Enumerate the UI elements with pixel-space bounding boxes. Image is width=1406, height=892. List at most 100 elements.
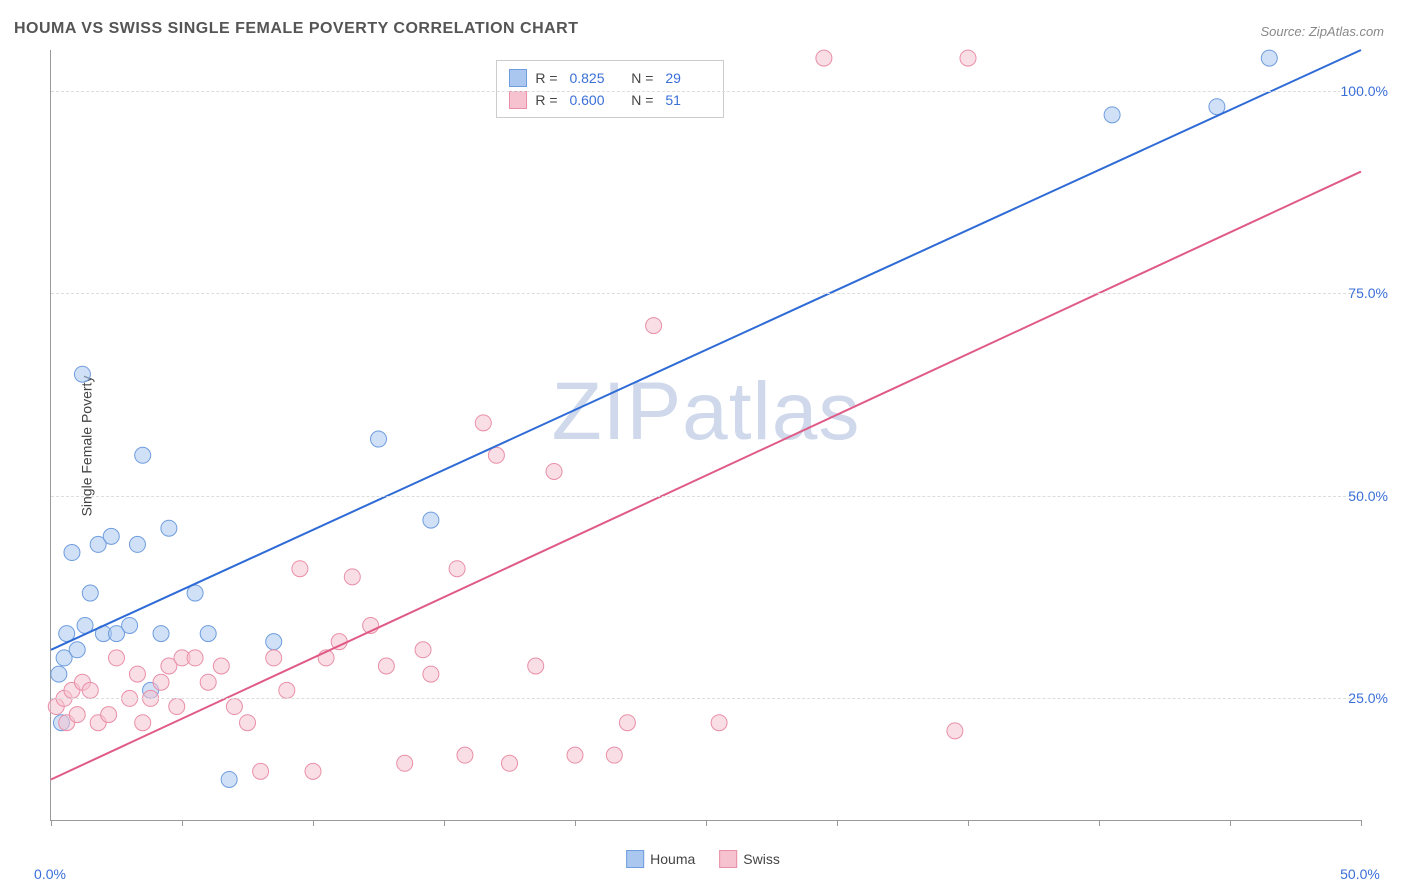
- data-point: [266, 634, 282, 650]
- legend-series-label: Swiss: [743, 851, 780, 867]
- data-point: [74, 366, 90, 382]
- x-tick: [968, 820, 969, 826]
- grid-line: [51, 91, 1361, 92]
- data-point: [226, 699, 242, 715]
- data-point: [266, 650, 282, 666]
- legend-series: Houma Swiss: [626, 850, 780, 868]
- legend-r-value: 0.825: [569, 67, 615, 89]
- data-point: [475, 415, 491, 431]
- data-point: [69, 707, 85, 723]
- x-tick: [182, 820, 183, 826]
- legend-r-label: R =: [535, 67, 561, 89]
- legend-r-label: R =: [535, 89, 561, 111]
- legend-n-value: 29: [665, 67, 711, 89]
- data-point: [221, 771, 237, 787]
- data-point: [449, 561, 465, 577]
- data-point: [253, 763, 269, 779]
- data-point: [606, 747, 622, 763]
- data-point: [240, 715, 256, 731]
- data-point: [502, 755, 518, 771]
- legend-series-item: Houma: [626, 850, 695, 868]
- data-point: [378, 658, 394, 674]
- grid-line: [51, 496, 1361, 497]
- data-point: [82, 682, 98, 698]
- legend-r-value: 0.600: [569, 89, 615, 111]
- data-point: [816, 50, 832, 66]
- data-point: [567, 747, 583, 763]
- x-tick: [575, 820, 576, 826]
- data-point: [528, 658, 544, 674]
- data-point: [619, 715, 635, 731]
- plot-area: ZIPatlas R = 0.825 N = 29R = 0.600 N = 5…: [50, 50, 1361, 821]
- data-point: [292, 561, 308, 577]
- x-tick: [1230, 820, 1231, 826]
- grid-line: [51, 698, 1361, 699]
- data-point: [187, 650, 203, 666]
- data-point: [129, 536, 145, 552]
- x-tick: [706, 820, 707, 826]
- data-point: [153, 674, 169, 690]
- data-point: [153, 626, 169, 642]
- x-tick: [313, 820, 314, 826]
- legend-swatch: [509, 91, 527, 109]
- legend-n-label: N =: [623, 67, 657, 89]
- data-point: [711, 715, 727, 731]
- legend-series-item: Swiss: [719, 850, 780, 868]
- data-point: [213, 658, 229, 674]
- grid-line: [51, 293, 1361, 294]
- data-point: [488, 447, 504, 463]
- x-tick-label: 0.0%: [34, 866, 66, 882]
- legend-swatch: [626, 850, 644, 868]
- data-point: [129, 666, 145, 682]
- data-point: [546, 463, 562, 479]
- legend-correlation-row: R = 0.825 N = 29: [509, 67, 711, 89]
- data-point: [371, 431, 387, 447]
- data-point: [82, 585, 98, 601]
- trend-line: [51, 172, 1361, 780]
- data-point: [1104, 107, 1120, 123]
- data-point: [397, 755, 413, 771]
- data-point: [200, 674, 216, 690]
- data-point: [305, 763, 321, 779]
- data-point: [64, 545, 80, 561]
- data-point: [947, 723, 963, 739]
- data-point: [122, 617, 138, 633]
- legend-correlation-row: R = 0.600 N = 51: [509, 89, 711, 111]
- data-point: [457, 747, 473, 763]
- data-point: [101, 707, 117, 723]
- legend-n-value: 51: [665, 89, 711, 111]
- y-tick-label: 25.0%: [1348, 690, 1388, 706]
- data-point: [279, 682, 295, 698]
- data-point: [161, 520, 177, 536]
- y-tick-label: 100.0%: [1341, 83, 1388, 99]
- data-point: [69, 642, 85, 658]
- data-point: [423, 512, 439, 528]
- legend-series-label: Houma: [650, 851, 695, 867]
- data-point: [423, 666, 439, 682]
- data-point: [51, 666, 67, 682]
- y-tick-label: 75.0%: [1348, 285, 1388, 301]
- legend-n-label: N =: [623, 89, 657, 111]
- data-point: [200, 626, 216, 642]
- data-point: [415, 642, 431, 658]
- chart-svg: [51, 50, 1361, 820]
- data-point: [109, 650, 125, 666]
- x-tick: [444, 820, 445, 826]
- x-tick: [1099, 820, 1100, 826]
- data-point: [103, 528, 119, 544]
- data-point: [646, 318, 662, 334]
- data-point: [135, 715, 151, 731]
- legend-correlation: R = 0.825 N = 29R = 0.600 N = 51: [496, 60, 724, 118]
- data-point: [1261, 50, 1277, 66]
- source-label: Source: ZipAtlas.com: [1260, 24, 1384, 39]
- data-point: [960, 50, 976, 66]
- x-tick-label: 50.0%: [1340, 866, 1380, 882]
- data-point: [169, 699, 185, 715]
- legend-swatch: [509, 69, 527, 87]
- x-tick: [1361, 820, 1362, 826]
- trend-line: [51, 50, 1361, 650]
- x-tick: [837, 820, 838, 826]
- data-point: [344, 569, 360, 585]
- legend-swatch: [719, 850, 737, 868]
- data-point: [135, 447, 151, 463]
